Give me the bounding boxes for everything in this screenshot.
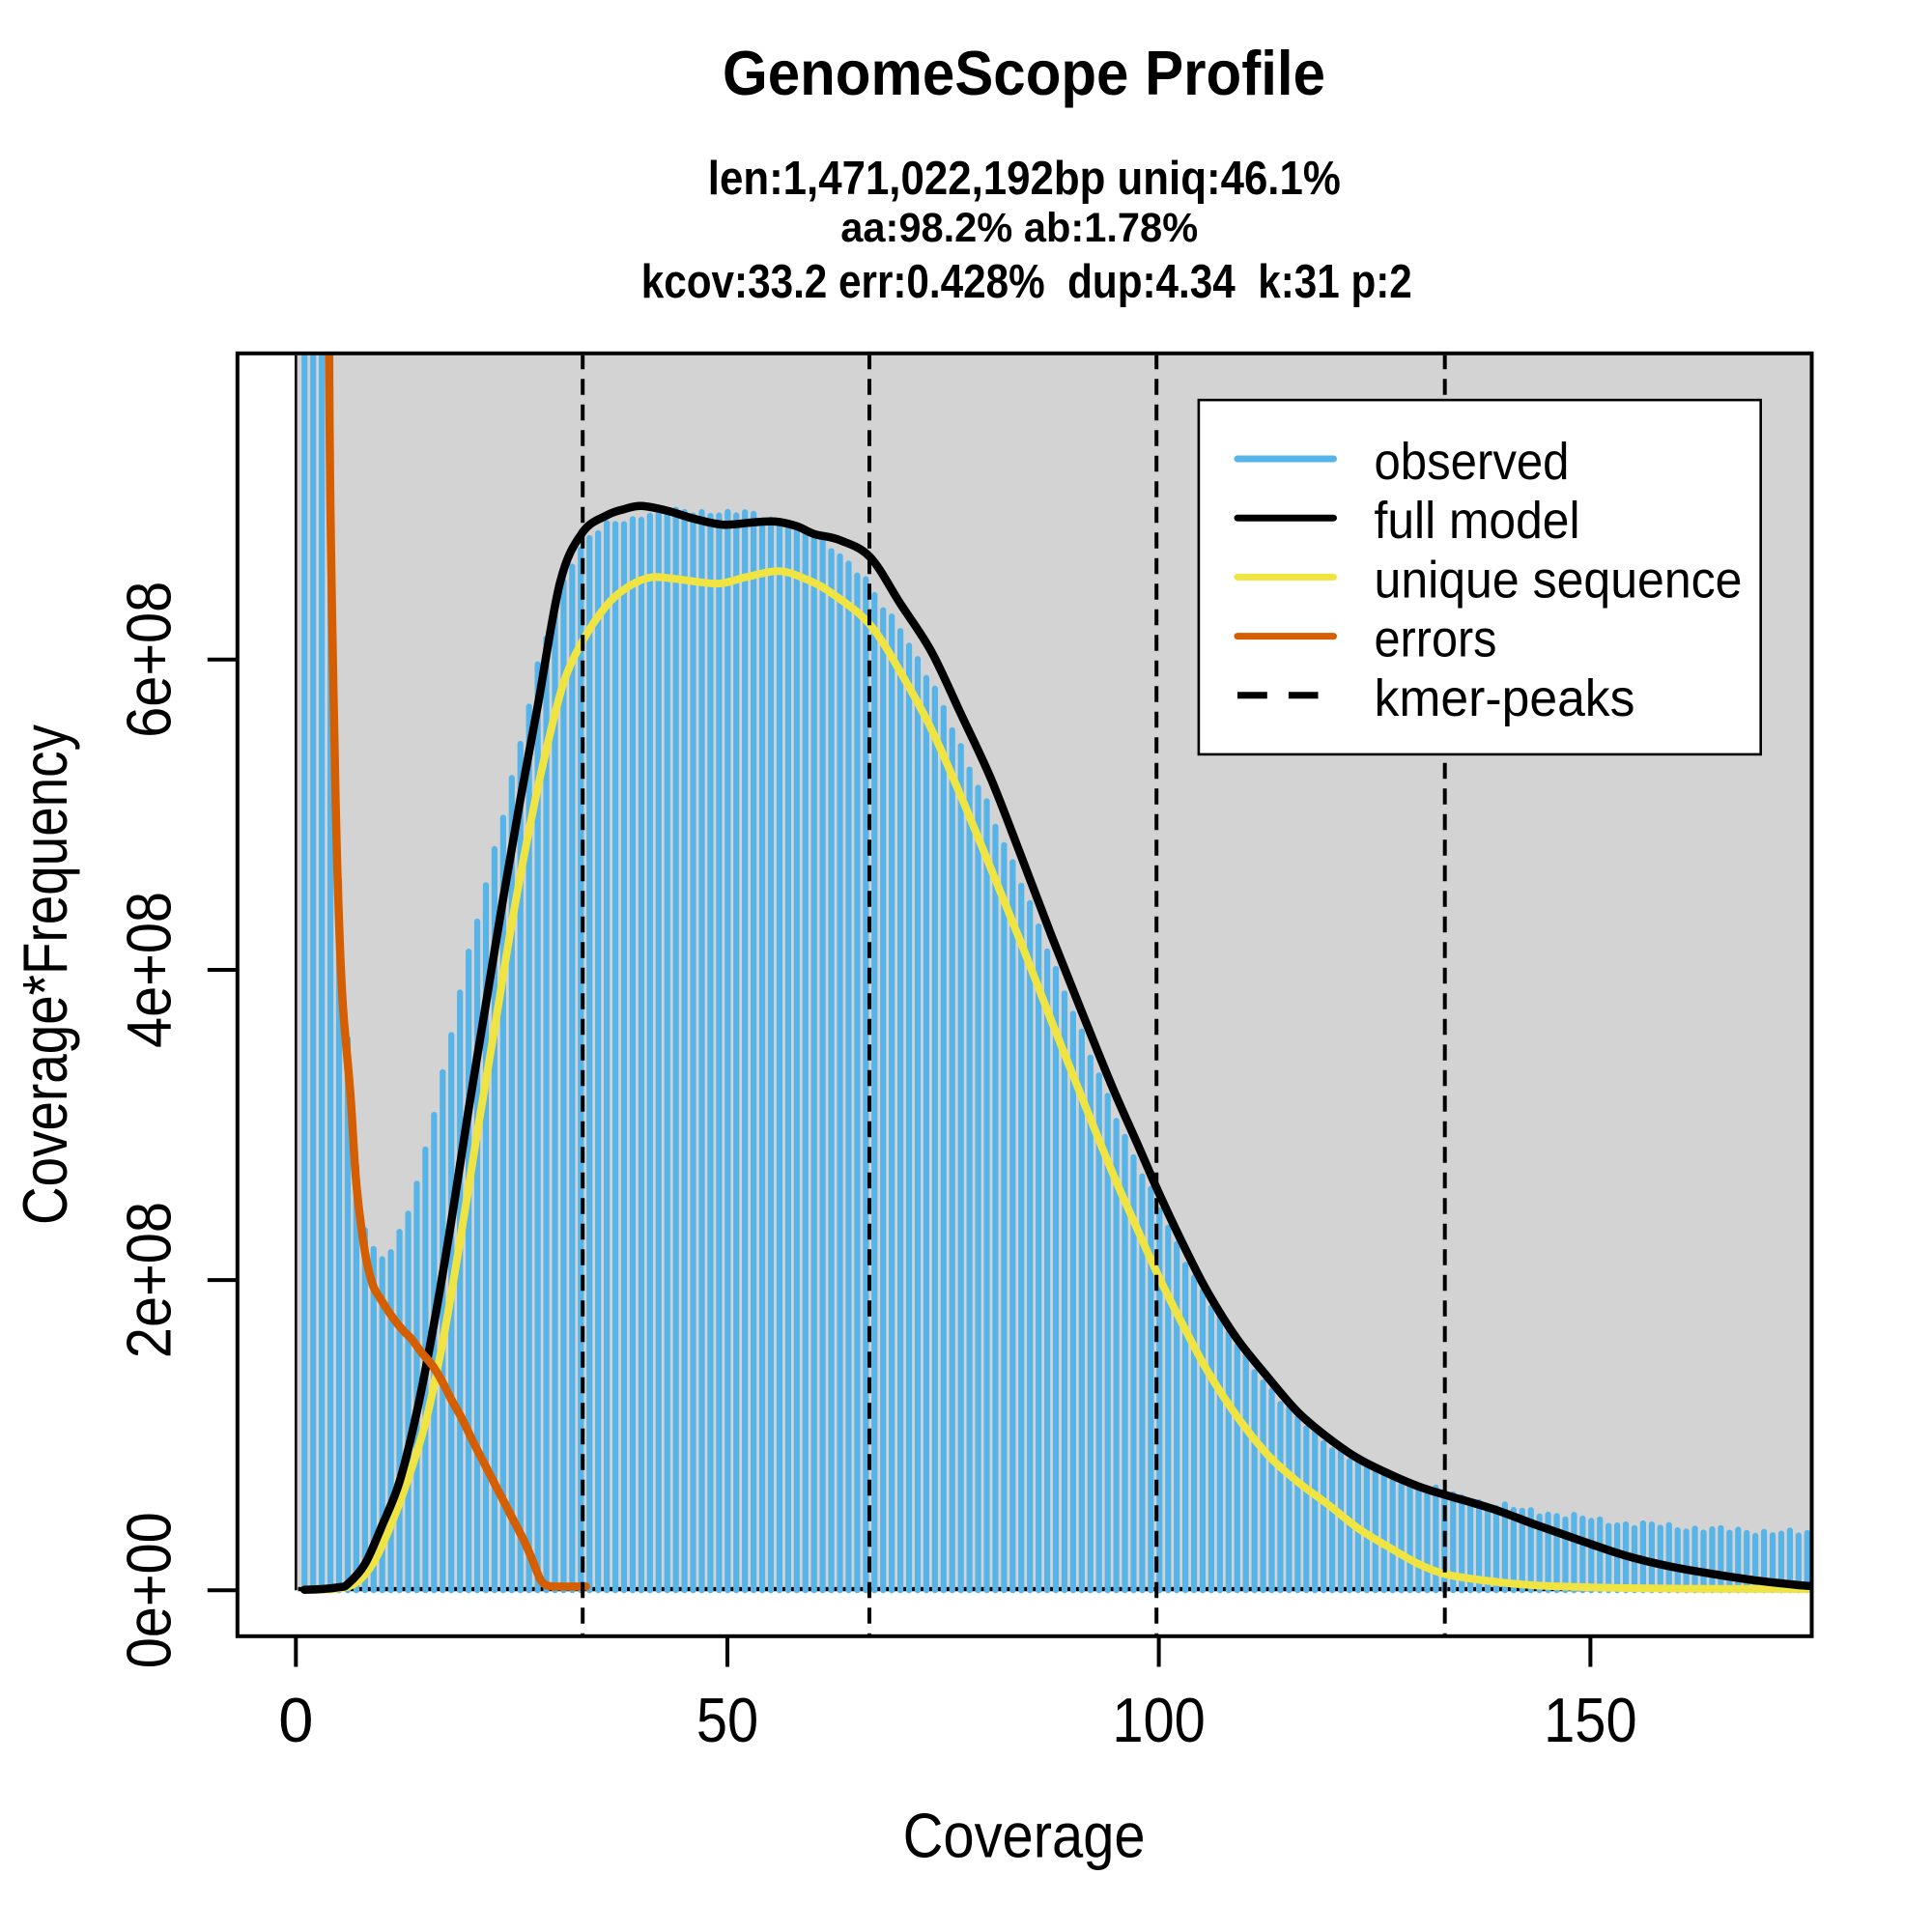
svg-text:full model: full model: [1375, 492, 1580, 550]
svg-text:0: 0: [278, 1685, 313, 1755]
svg-text:2e+08: 2e+08: [114, 1202, 185, 1358]
svg-text:observed: observed: [1375, 433, 1570, 491]
svg-text:4e+08: 4e+08: [114, 892, 185, 1048]
svg-text:6e+08: 6e+08: [114, 582, 185, 738]
svg-text:aa:98.2% ab:1.78%: aa:98.2% ab:1.78%: [840, 205, 1198, 251]
svg-text:150: 150: [1544, 1685, 1637, 1755]
svg-text:Coverage: Coverage: [903, 1801, 1146, 1871]
svg-text:len:1,471,022,192bp uniq:46.1%: len:1,471,022,192bp uniq:46.1%: [708, 153, 1341, 205]
svg-text:100: 100: [1112, 1685, 1206, 1755]
svg-text:kcov:33.2 err:0.428% dup:4.34: kcov:33.2 err:0.428% dup:4.34 k:31 p:2: [641, 256, 1412, 308]
svg-text:GenomeScope Profile: GenomeScope Profile: [723, 38, 1325, 108]
svg-text:0e+00: 0e+00: [114, 1512, 185, 1668]
svg-text:kmer-peaks: kmer-peaks: [1375, 669, 1635, 727]
svg-text:unique sequence: unique sequence: [1375, 551, 1743, 609]
svg-text:errors: errors: [1375, 611, 1497, 668]
svg-text:50: 50: [696, 1685, 758, 1755]
svg-text:Coverage*Frequency: Coverage*Frequency: [10, 724, 80, 1225]
